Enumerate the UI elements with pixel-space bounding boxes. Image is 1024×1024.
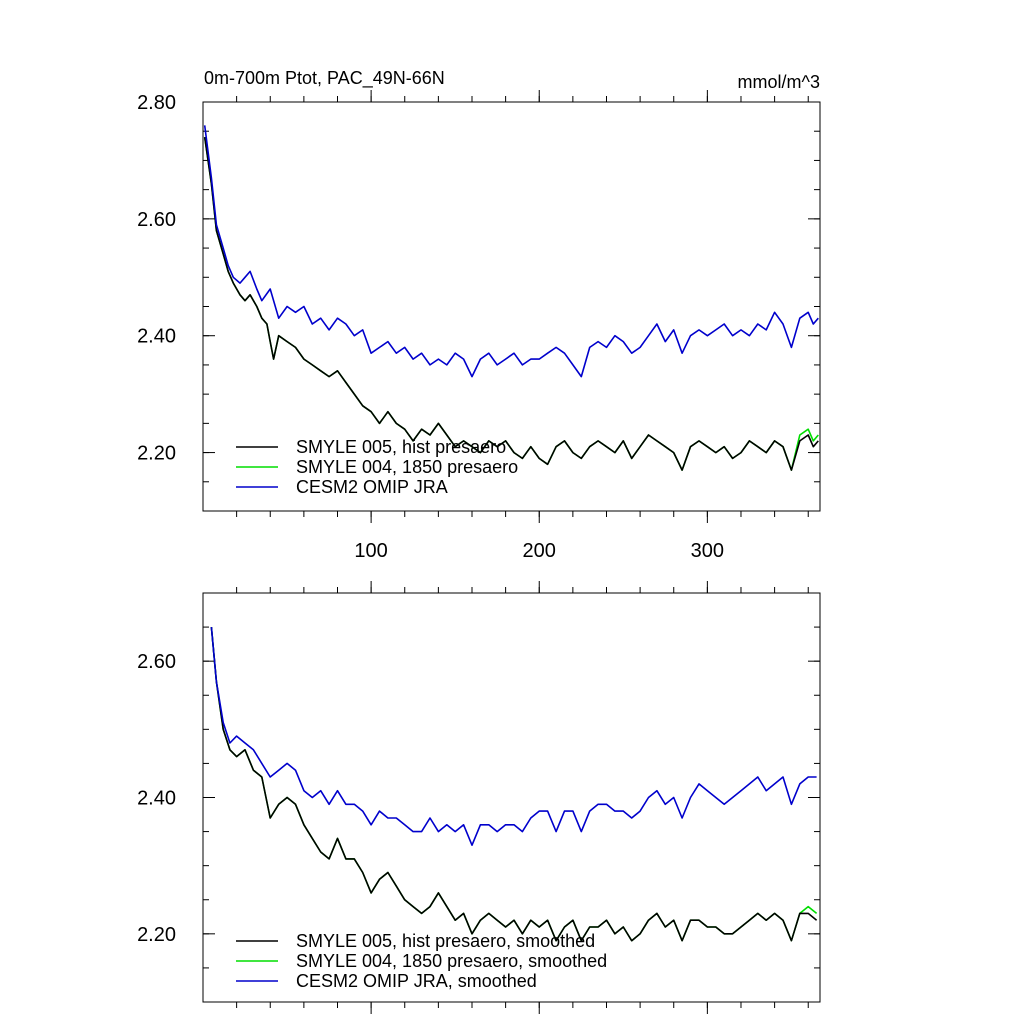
y-tick-label: 2.60 [137,651,176,673]
legend-label: CESM2 OMIP JRA, smoothed [296,971,537,991]
legend-label: SMYLE 005, hist presaero [296,437,506,457]
legend-label: SMYLE 005, hist presaero, smoothed [296,931,595,951]
bottom-panel: 2.20 2.40 2.60 SMYLE 005, hist presaero, sm… [137,581,821,1014]
y-tick-label: 2.40 [137,326,176,348]
series-line-1 [210,627,818,942]
series-line-1 [203,136,819,471]
top-panel: 0m-700m Ptot, PAC_49N-66N mmol/m^3 2.20 2… [137,68,821,562]
x-tick-label: 100 [354,540,387,562]
y-tick-label: 2.20 [137,924,176,946]
series-line-0 [203,136,819,471]
y-tick-label: 2.40 [137,788,176,810]
legend-label: SMYLE 004, 1850 presaero, smoothed [296,951,607,971]
chart-title: 0m-700m Ptot, PAC_49N-66N [204,68,445,89]
x-tick-label: 300 [691,540,724,562]
series-line-0 [210,627,818,942]
y-tick-label: 2.80 [137,92,176,114]
x-tick-label: 200 [523,540,556,562]
y-tick-label: 2.20 [137,443,176,465]
series-line-2 [210,627,817,846]
y-tick-label: 2.60 [137,209,176,231]
series-line-2 [203,125,819,378]
legend-label: SMYLE 004, 1850 presaero [296,457,518,477]
legend-label: CESM2 OMIP JRA [296,477,448,497]
units-label: mmol/m^3 [738,72,820,92]
